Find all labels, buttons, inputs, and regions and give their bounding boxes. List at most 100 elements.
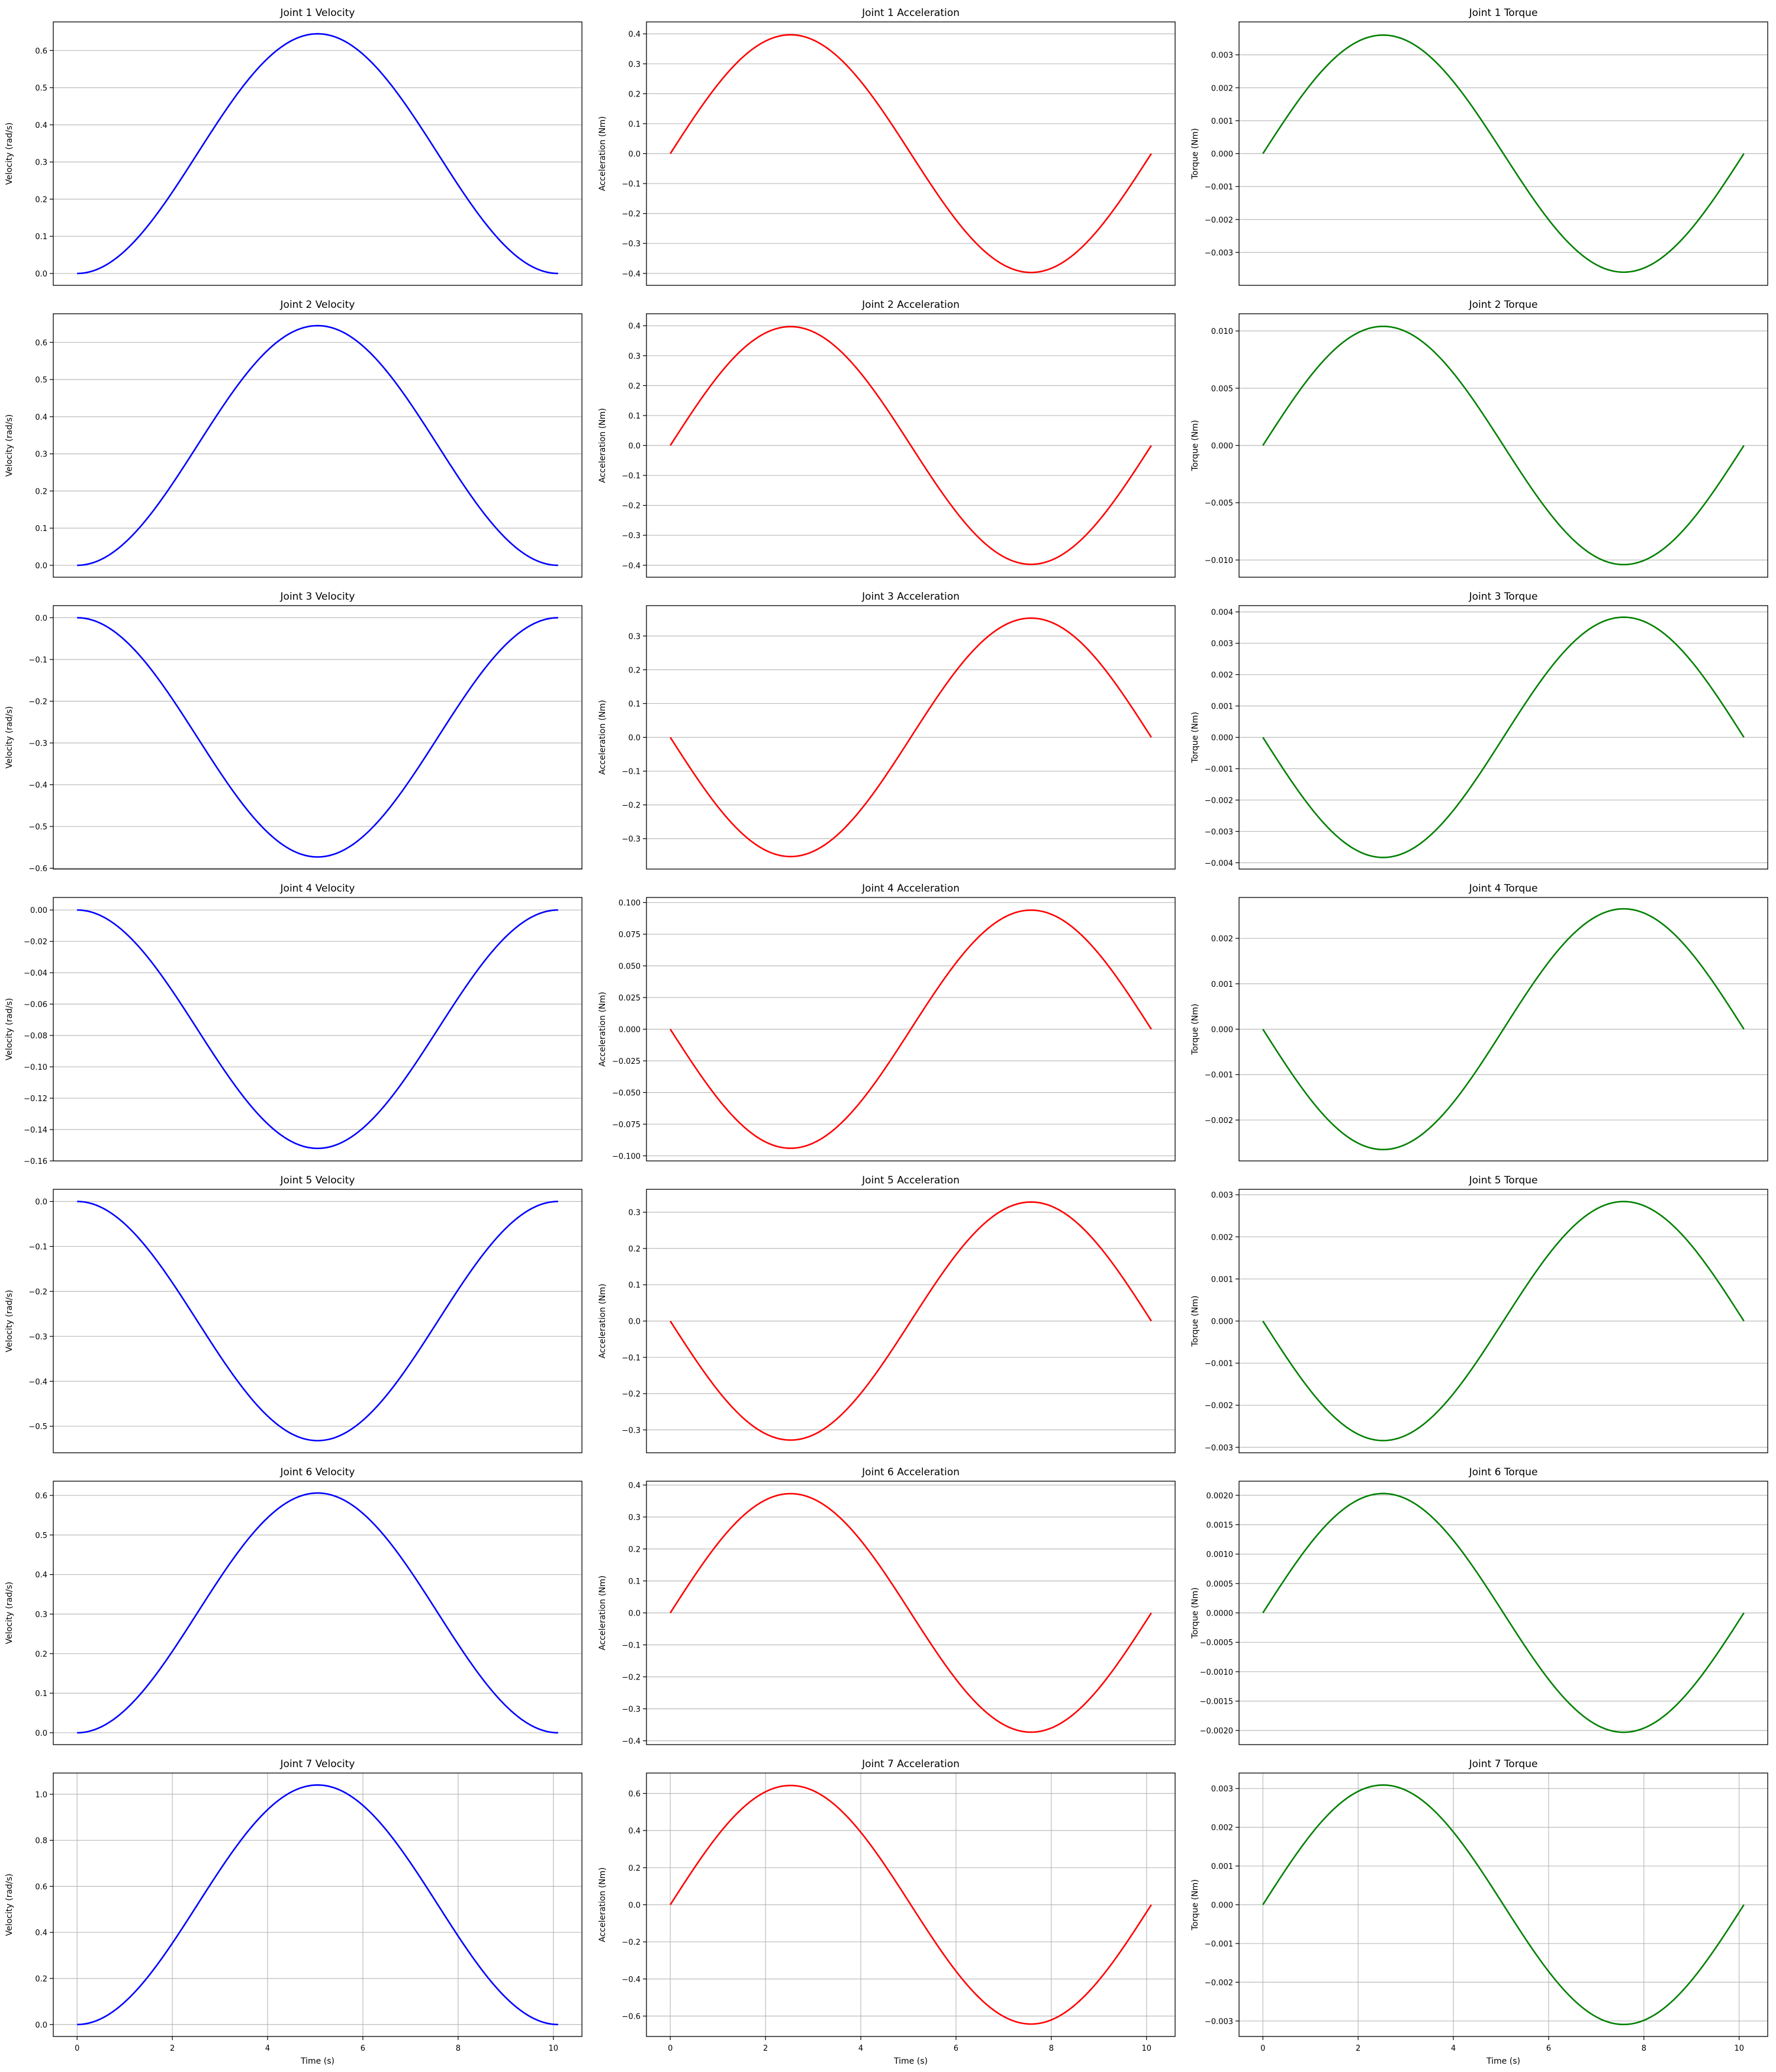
y-tick-label: 0.002 [1211, 935, 1233, 944]
y-tick-label: 0.5 [35, 376, 47, 385]
axes-frame [53, 1189, 582, 1453]
panel-14: −0.3 −0.2 −0.1 0.0 0.1 0.2 0.3 Joint 5 Accelera… [598, 1175, 1175, 1453]
x-tick-label: 0 [1260, 2044, 1265, 2053]
x-tick-label: 8 [1049, 2044, 1054, 2053]
x-tick-label: 4 [265, 2044, 270, 2053]
y-tick-label: −0.6 [28, 865, 47, 874]
y-tick-label: −0.100 [612, 1152, 641, 1161]
y-tick-label: 0.2 [628, 1245, 641, 1254]
panel-19: 0.0 0.2 0.4 0.6 0.8 1.0 0 2 4 6 8 10 Time (s) Joint 7… [5, 1758, 582, 2066]
y-tick-label: −0.3 [622, 1706, 641, 1714]
y-axis-label: Velocity (rad/s) [5, 998, 14, 1061]
x-tick-label: 10 [1734, 2044, 1744, 2053]
y-axis-label: Acceleration (Nm) [598, 1283, 607, 1358]
y-tick-label: 0.3 [628, 632, 641, 641]
x-axis-label: Time (s) [1486, 2057, 1520, 2066]
panel-title: Joint 2 Torque [1469, 299, 1538, 311]
panel-title: Joint 7 Torque [1469, 1758, 1538, 1770]
panel-title: Joint 1 Torque [1469, 7, 1538, 19]
y-tick-label: 0.3 [628, 352, 641, 361]
x-tick-label: 8 [456, 2044, 461, 2053]
axes-frame [53, 897, 582, 1161]
y-tick-label: −0.4 [622, 1976, 641, 1984]
y-tick-label: 0.004 [1211, 609, 1233, 617]
y-tick-label: −0.003 [1205, 1444, 1233, 1453]
y-tick-label: 0.003 [1211, 640, 1233, 649]
y-tick-label: 0.0000 [1206, 1610, 1234, 1619]
panel-title: Joint 4 Acceleration [861, 883, 960, 895]
y-tick-label: 0.2 [628, 666, 641, 675]
x-tick-label: 6 [1546, 2044, 1551, 2053]
y-tick-label: −0.002 [1205, 796, 1233, 805]
series-line [77, 910, 558, 1148]
y-tick-label: 0.0 [628, 150, 641, 159]
y-tick-label: 0.4 [35, 413, 47, 422]
panel-7: −0.6−0.5−0.4−0.3−0.2−0.10.0Joint 3 Veloc… [5, 591, 582, 874]
panel-18: −0.0020 −0.0015 −0.0010 −0.0005 0.0000 0.0005… [1191, 1466, 1768, 1745]
y-tick-label: −0.3 [622, 1426, 641, 1435]
panel-15: −0.003−0.002−0.0010.0000.0010.0020.003Jo… [1191, 1175, 1768, 1453]
y-tick-label: 0.1 [628, 1281, 641, 1290]
y-tick-label: 0.001 [1211, 980, 1233, 989]
series-line [77, 1493, 558, 1733]
y-tick-label: 0.001 [1211, 703, 1233, 712]
y-tick-label: 0.050 [619, 963, 641, 971]
y-tick-label: −0.1 [622, 472, 641, 481]
y-tick-label: −0.2 [28, 1288, 47, 1296]
y-tick-label: 0.2 [628, 90, 641, 99]
y-tick-label: −0.3 [28, 1333, 47, 1341]
y-tick-label: −0.005 [1205, 499, 1233, 508]
panel-17: −0.4 −0.3 −0.2 −0.1 0.0 0.1 0.2 0.3 0.4 Joint 6 A… [598, 1466, 1175, 1746]
y-tick-label: 0.0015 [1206, 1521, 1234, 1530]
y-tick-label: 0.0 [628, 1902, 641, 1910]
panel-4: 0.00.10.20.30.40.50.6Joint 2 VelocityVel… [5, 299, 582, 577]
y-tick-label: −0.2 [622, 502, 641, 511]
y-tick-label: −0.4 [28, 781, 47, 790]
y-tick-label: −0.0010 [1200, 1668, 1233, 1677]
panel-20: −0.6 −0.4 −0.2 0.0 0.2 0.4 0.6 0 2 4 6 8 10 Time (s) J… [598, 1758, 1175, 2066]
y-tick-label: −0.5 [28, 1423, 47, 1431]
y-tick-label: 0.000 [1211, 150, 1233, 159]
y-tick-label: 0.0010 [1206, 1550, 1234, 1559]
panel-1: 0.0 0.1 0.2 0.3 0.4 0.5 0.6 Joint 1 Velocity Vel… [5, 7, 582, 285]
y-tick-label: 0.000 [1211, 734, 1233, 743]
y-tick-label: 0.100 [619, 899, 641, 908]
x-tick-label: 4 [1451, 2044, 1456, 2053]
y-tick-label: −0.3 [622, 835, 641, 844]
y-tick-label: 0.1 [628, 1577, 641, 1586]
y-axis-label: Torque (Nm) [1191, 1587, 1200, 1639]
y-axis-label: Acceleration (Nm) [598, 700, 607, 774]
panel-6: −0.010 −0.005 0.000 0.005 0.010 Joint 2 Torqu… [1191, 299, 1768, 577]
panel-title: Joint 5 Acceleration [861, 1175, 960, 1186]
y-axis-label: Acceleration (Nm) [598, 408, 607, 482]
y-tick-label: 0.1 [35, 525, 47, 533]
y-tick-label: 0.005 [1211, 385, 1233, 394]
y-axis-label: Acceleration (Nm) [598, 116, 607, 191]
series-line [77, 1785, 558, 2025]
x-tick-label: 10 [1141, 2044, 1151, 2053]
y-tick-label: 0.1 [35, 1690, 47, 1698]
y-tick-label: −0.002 [1205, 1117, 1233, 1125]
panel-title: Joint 7 Velocity [280, 1758, 355, 1770]
y-tick-label: −0.2 [622, 802, 641, 810]
y-tick-label: 0.4 [628, 1481, 641, 1490]
y-tick-label: −0.02 [24, 938, 47, 947]
y-tick-label: −0.003 [1205, 828, 1233, 836]
panel-title: Joint 2 Velocity [280, 299, 355, 311]
y-tick-label: 0.6 [35, 1492, 47, 1501]
x-tick-label: 2 [170, 2044, 175, 2053]
y-tick-label: 0.3 [35, 1611, 47, 1620]
panel-title: Joint 1 Acceleration [861, 7, 960, 19]
y-tick-label: −0.001 [1205, 1071, 1233, 1080]
panel-2: −0.4 −0.3 −0.2 −0.1 0.0 0.1 0.2 0.3 0.4 Joint 1 A… [598, 7, 1175, 285]
panel-title: Joint 5 Torque [1469, 1175, 1538, 1186]
y-tick-label: 0.001 [1211, 1275, 1233, 1284]
y-tick-label: 0.000 [1211, 1026, 1233, 1035]
panel-title: Joint 4 Velocity [280, 883, 355, 895]
x-axis-label: Time (s) [300, 2057, 334, 2066]
y-tick-label: 0.0 [628, 442, 641, 451]
panel-title: Joint 7 Acceleration [861, 1758, 960, 1770]
y-tick-label: 0.2 [35, 1975, 47, 1984]
y-tick-label: −0.1 [622, 1642, 641, 1650]
y-tick-label: −0.1 [622, 768, 641, 777]
